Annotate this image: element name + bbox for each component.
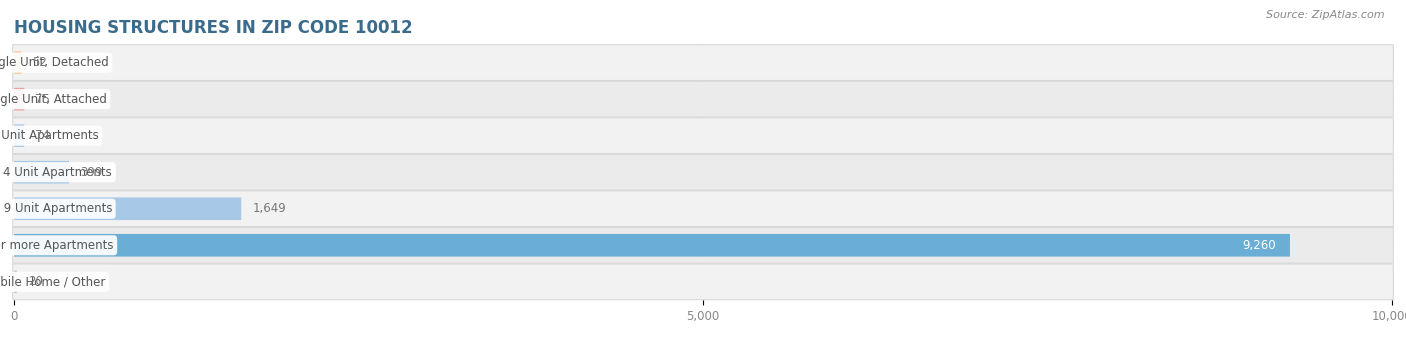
Text: 5 to 9 Unit Apartments: 5 to 9 Unit Apartments xyxy=(0,202,112,215)
FancyBboxPatch shape xyxy=(14,51,21,74)
FancyBboxPatch shape xyxy=(14,124,24,147)
Text: 52: 52 xyxy=(32,56,48,69)
Text: 1,649: 1,649 xyxy=(252,202,285,215)
Text: 20: 20 xyxy=(28,275,42,288)
FancyBboxPatch shape xyxy=(14,161,69,183)
Text: Single Unit, Detached: Single Unit, Detached xyxy=(0,56,108,69)
FancyBboxPatch shape xyxy=(14,88,24,110)
Text: 3 or 4 Unit Apartments: 3 or 4 Unit Apartments xyxy=(0,166,112,179)
FancyBboxPatch shape xyxy=(13,191,1393,227)
Text: 10 or more Apartments: 10 or more Apartments xyxy=(0,239,114,252)
FancyBboxPatch shape xyxy=(13,81,1393,117)
Text: 74: 74 xyxy=(35,129,51,142)
FancyBboxPatch shape xyxy=(13,118,1393,153)
FancyBboxPatch shape xyxy=(14,234,1289,257)
FancyBboxPatch shape xyxy=(14,270,17,293)
Text: Mobile Home / Other: Mobile Home / Other xyxy=(0,275,105,288)
FancyBboxPatch shape xyxy=(14,197,242,220)
FancyBboxPatch shape xyxy=(13,45,1393,80)
Text: 2 Unit Apartments: 2 Unit Apartments xyxy=(0,129,98,142)
Text: HOUSING STRUCTURES IN ZIP CODE 10012: HOUSING STRUCTURES IN ZIP CODE 10012 xyxy=(14,19,413,37)
Text: 399: 399 xyxy=(80,166,103,179)
FancyBboxPatch shape xyxy=(13,227,1393,263)
Text: Single Unit, Attached: Single Unit, Attached xyxy=(0,93,107,106)
Text: 9,260: 9,260 xyxy=(1243,239,1277,252)
Text: Source: ZipAtlas.com: Source: ZipAtlas.com xyxy=(1267,10,1385,20)
Text: 75: 75 xyxy=(35,93,51,106)
FancyBboxPatch shape xyxy=(13,154,1393,190)
FancyBboxPatch shape xyxy=(13,264,1393,300)
